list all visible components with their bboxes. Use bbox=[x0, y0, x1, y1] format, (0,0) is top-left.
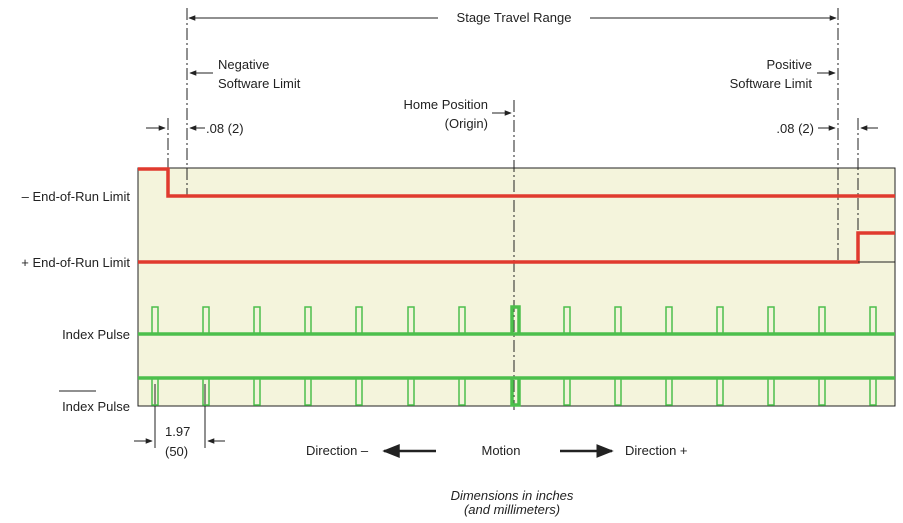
pitch-mm-label: (50) bbox=[165, 444, 188, 459]
home-label-1: Home Position bbox=[403, 97, 488, 112]
pitch-inch-label: 1.97 bbox=[165, 424, 190, 439]
dimensions-note-1: Dimensions in inches bbox=[451, 488, 574, 503]
direction-positive-label: Direction + bbox=[625, 443, 688, 458]
motion-label: Motion bbox=[481, 443, 520, 458]
signal-panel bbox=[137, 167, 896, 407]
index-pulse-label: Index Pulse bbox=[62, 327, 130, 342]
neg-offset-label: .08 (2) bbox=[206, 121, 244, 136]
stage-travel-range-label: Stage Travel Range bbox=[457, 10, 572, 25]
pos-eor-label: + End-of-Run Limit bbox=[21, 255, 130, 270]
index-pulse-bar-home-mark bbox=[510, 378, 521, 407]
dimensions-note-2: (and millimeters) bbox=[464, 502, 560, 517]
pos-offset-label: .08 (2) bbox=[776, 121, 814, 136]
positive-limit-label-2: Software Limit bbox=[730, 76, 813, 91]
index-pulse-bar-marks bbox=[151, 378, 877, 406]
direction-negative-label: Direction – bbox=[306, 443, 369, 458]
pos-eor-signal bbox=[138, 231, 895, 264]
positive-limit-label-1: Positive bbox=[766, 57, 812, 72]
index-pulse-marks bbox=[151, 306, 877, 334]
neg-eor-signal bbox=[138, 167, 895, 198]
negative-limit-label-1: Negative bbox=[218, 57, 269, 72]
index-pulse-home-mark bbox=[510, 305, 521, 334]
negative-limit-label-2: Software Limit bbox=[218, 76, 301, 91]
home-label-2: (Origin) bbox=[445, 116, 488, 131]
index-pulse-bar-label: Index Pulse bbox=[62, 399, 130, 414]
neg-eor-label: – End-of-Run Limit bbox=[22, 189, 131, 204]
